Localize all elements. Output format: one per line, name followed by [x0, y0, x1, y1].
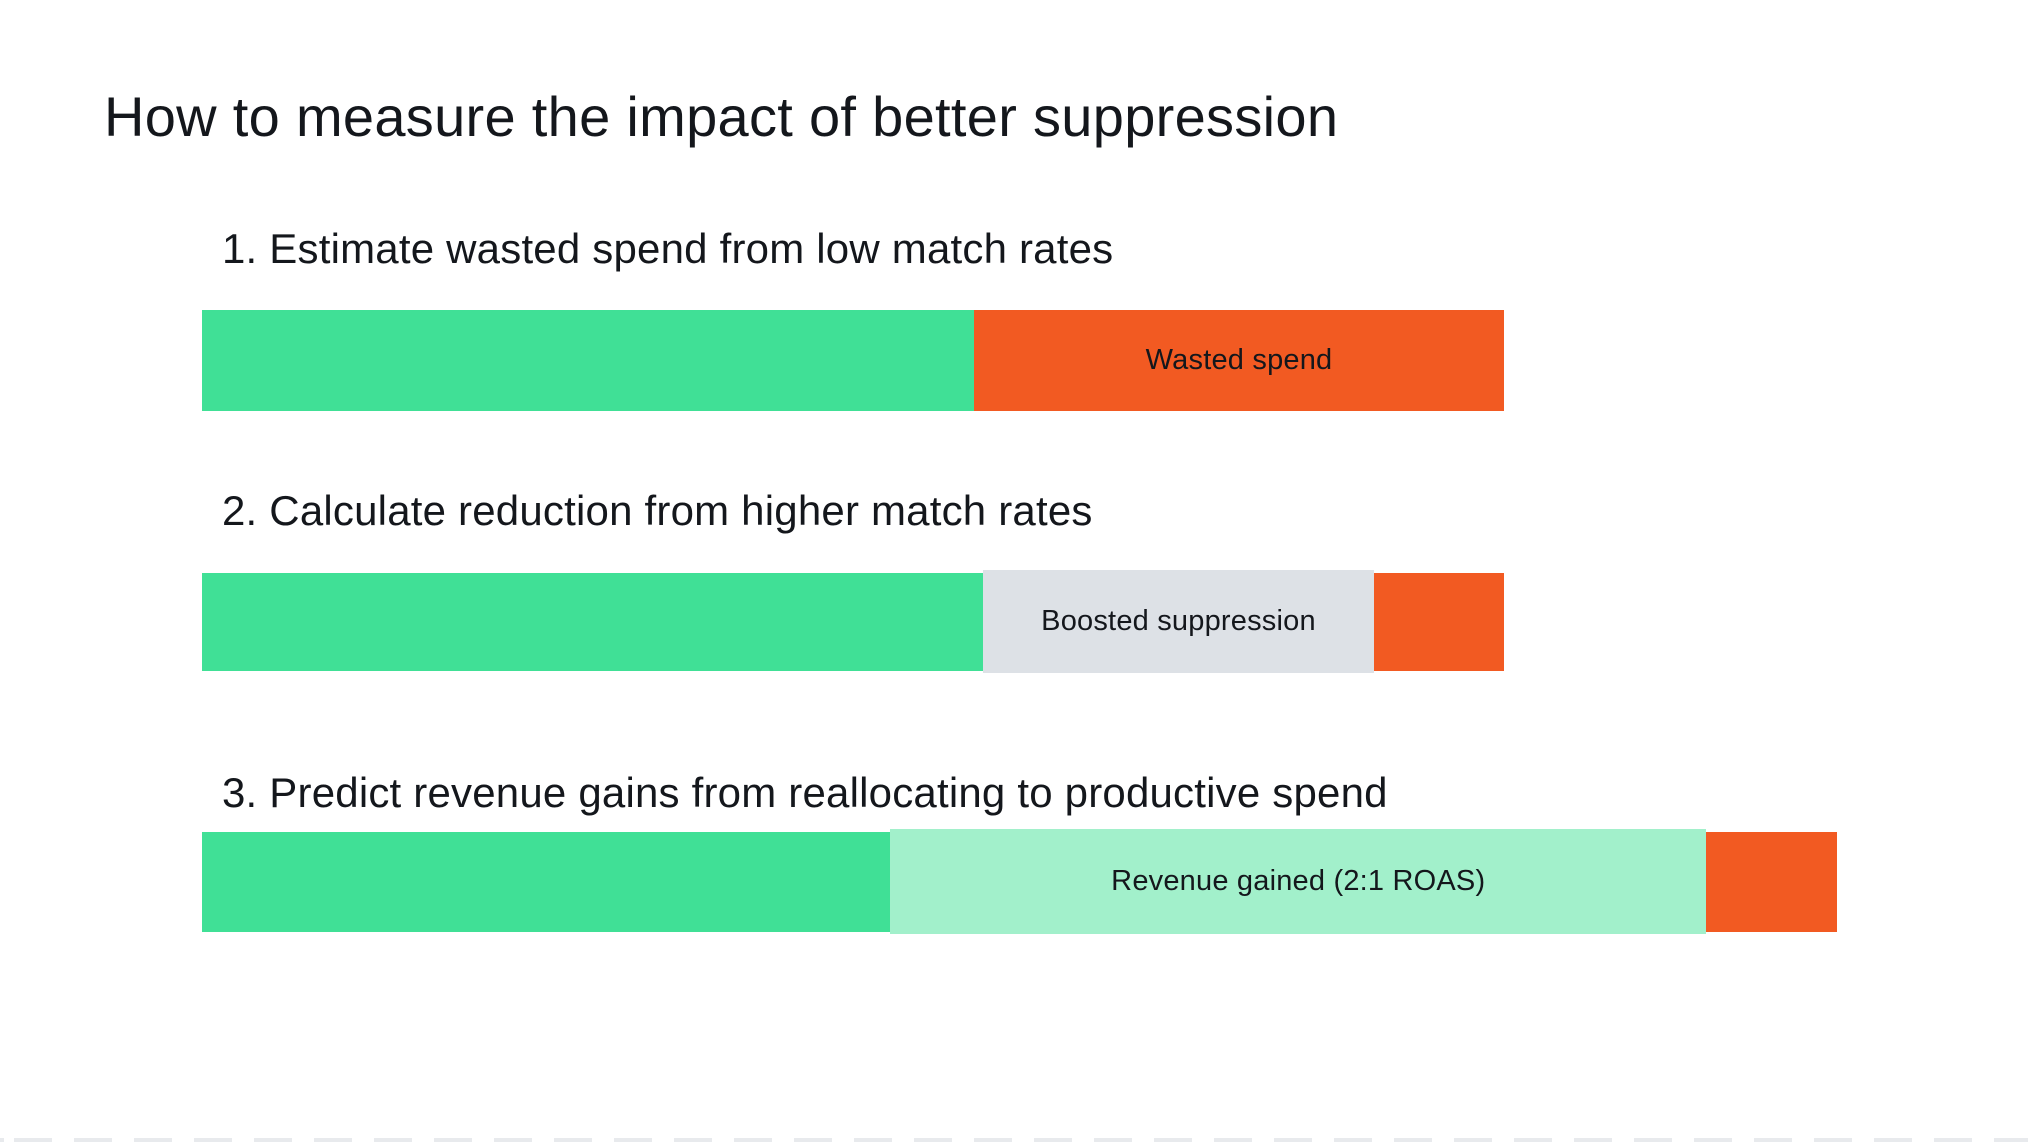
step2-segment-boosted-suppression: Boosted suppression [983, 570, 1374, 673]
step1-segment-wasted-spend: Wasted spend [974, 310, 1504, 411]
step-2-bar: Boosted suppression [202, 570, 1504, 673]
step-2-heading: 2. Calculate reduction from higher match… [222, 487, 1093, 534]
bar-label: Wasted spend [1145, 344, 1333, 376]
page-title: How to measure the impact of better supp… [104, 85, 1339, 148]
step3-segment-matched-spend [202, 832, 891, 932]
step-3-heading: 3. Predict revenue gains from reallocati… [222, 769, 1388, 816]
step2-segment-matched-spend [202, 573, 984, 671]
bottom-dashed-strip [0, 1138, 2028, 1142]
step-1-bar: Wasted spend [202, 310, 1504, 411]
step-3-bar: Revenue gained (2:1 ROAS) [202, 829, 1837, 934]
step3-segment-revenue-gained: Revenue gained (2:1 ROAS) [890, 829, 1707, 934]
bar-label: Boosted suppression [1041, 605, 1316, 637]
step-1-heading: 1. Estimate wasted spend from low match … [222, 225, 1114, 272]
step3-segment-remaining-waste [1706, 832, 1837, 932]
step2-segment-remaining-waste [1373, 573, 1504, 671]
step1-segment-matched-spend [202, 310, 975, 411]
bar-label: Revenue gained (2:1 ROAS) [1111, 865, 1486, 897]
